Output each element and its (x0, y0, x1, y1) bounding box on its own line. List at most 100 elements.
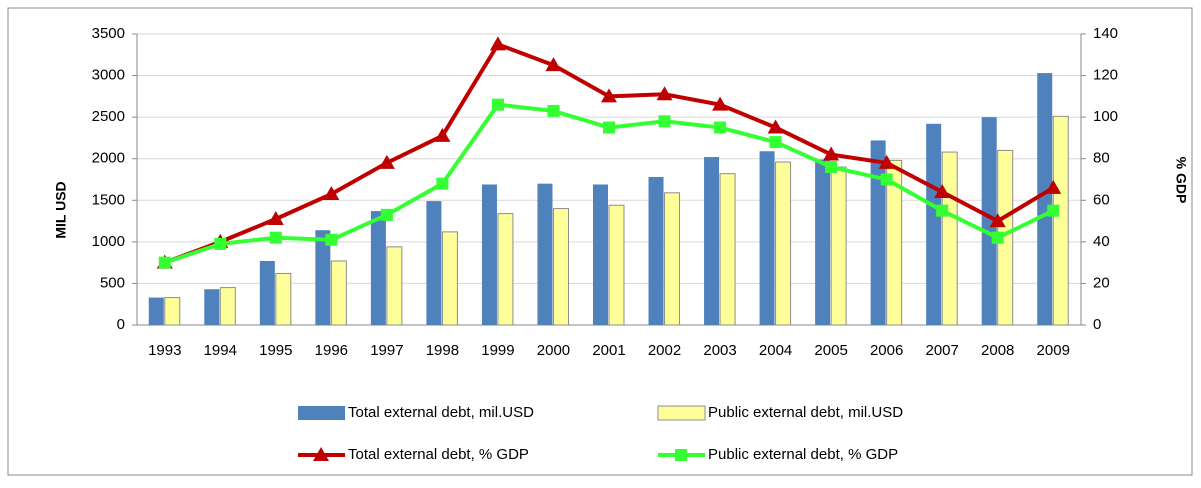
y-tick-label: 0 (117, 316, 125, 333)
x-tick-label: 2009 (1037, 342, 1070, 359)
bar (386, 246, 403, 326)
line-marker (545, 57, 562, 72)
bar (552, 208, 569, 326)
line-marker (489, 36, 506, 51)
bar (830, 166, 847, 326)
bar (481, 184, 497, 325)
legend-label: Total external debt, % GDP (348, 446, 529, 463)
y2-tick-label: 80 (1093, 150, 1110, 167)
bar (441, 231, 458, 326)
line-marker (603, 121, 615, 134)
bar (497, 213, 514, 326)
bar (886, 159, 903, 326)
y-tick-label: 500 (100, 274, 125, 291)
bar (275, 272, 292, 326)
x-tick-label: 1997 (370, 342, 403, 359)
y2-axis-label: % GDP (1173, 157, 1189, 204)
line-marker (991, 231, 1004, 244)
bar (815, 159, 831, 325)
line-marker (380, 208, 393, 221)
x-tick-label: 2007 (925, 342, 958, 359)
x-tick-label: 2006 (870, 342, 903, 359)
line-marker (325, 233, 338, 246)
x-tick-label: 1995 (259, 342, 292, 359)
bar (926, 123, 942, 326)
line-marker (601, 88, 617, 103)
bar (204, 289, 220, 325)
bar (315, 230, 331, 325)
x-tick-label: 1993 (148, 342, 181, 359)
x-tick-label: 1999 (481, 342, 514, 359)
line-marker (1045, 179, 1062, 194)
bar (1052, 115, 1069, 326)
line-marker (214, 237, 227, 250)
legend-swatch (298, 406, 345, 420)
line-marker (989, 213, 1006, 228)
line-marker (825, 161, 838, 174)
bar (775, 161, 792, 326)
line-marker (158, 256, 171, 269)
line-marker (436, 177, 449, 190)
line-marker (269, 231, 282, 244)
legend-swatch (657, 405, 706, 421)
bar (148, 297, 164, 325)
bar (608, 204, 625, 326)
line-marker (658, 115, 671, 128)
line-marker (656, 86, 673, 101)
y2-tick-label: 140 (1093, 25, 1118, 42)
line-marker (823, 146, 840, 161)
line-marker (323, 186, 340, 201)
legend-marker (675, 449, 687, 461)
bar (704, 157, 720, 325)
x-tick-label: 2002 (648, 342, 681, 359)
y-tick-label: 2000 (92, 150, 125, 167)
y2-tick-label: 0 (1093, 316, 1101, 333)
y2-tick-label: 120 (1093, 67, 1118, 84)
line-marker (880, 173, 893, 186)
line-marker (712, 96, 729, 111)
legend-label: Public external debt, % GDP (708, 446, 898, 463)
bar (219, 287, 236, 326)
bar (648, 177, 664, 325)
x-tick-label: 1998 (426, 342, 459, 359)
bar (370, 211, 386, 325)
bar (593, 184, 608, 325)
bar (664, 192, 681, 326)
bar (164, 297, 181, 326)
line-marker (267, 210, 284, 225)
x-tick-label: 2008 (981, 342, 1014, 359)
x-tick-label: 2001 (592, 342, 625, 359)
bar (426, 201, 442, 325)
y2-tick-label: 60 (1093, 191, 1110, 208)
line-marker (434, 127, 451, 142)
bar (719, 173, 736, 326)
y2-tick-label: 40 (1093, 233, 1110, 250)
bar (537, 183, 553, 325)
x-tick-label: 2005 (814, 342, 847, 359)
bar (330, 260, 347, 326)
line-marker (714, 121, 727, 134)
line-marker (936, 204, 949, 217)
bar (1037, 73, 1053, 325)
y-tick-label: 3500 (92, 25, 125, 42)
bar (981, 117, 997, 326)
bar (941, 151, 958, 326)
y-tick-label: 3000 (92, 67, 125, 84)
bar (870, 140, 886, 325)
y-tick-label: 2500 (92, 108, 125, 125)
line-marker (767, 119, 784, 134)
line-marker (1047, 204, 1060, 217)
line-marker (878, 154, 895, 169)
x-tick-label: 2004 (759, 342, 792, 359)
y-tick-label: 1000 (92, 233, 125, 250)
line-marker (769, 136, 782, 149)
y2-tick-label: 20 (1093, 274, 1110, 291)
line-marker (491, 98, 504, 111)
x-tick-label: 1996 (315, 342, 348, 359)
y-tick-label: 1500 (92, 191, 125, 208)
x-tick-label: 2000 (537, 342, 570, 359)
legend-label: Total external debt, mil.USD (348, 404, 534, 421)
y2-tick-label: 100 (1093, 108, 1118, 125)
